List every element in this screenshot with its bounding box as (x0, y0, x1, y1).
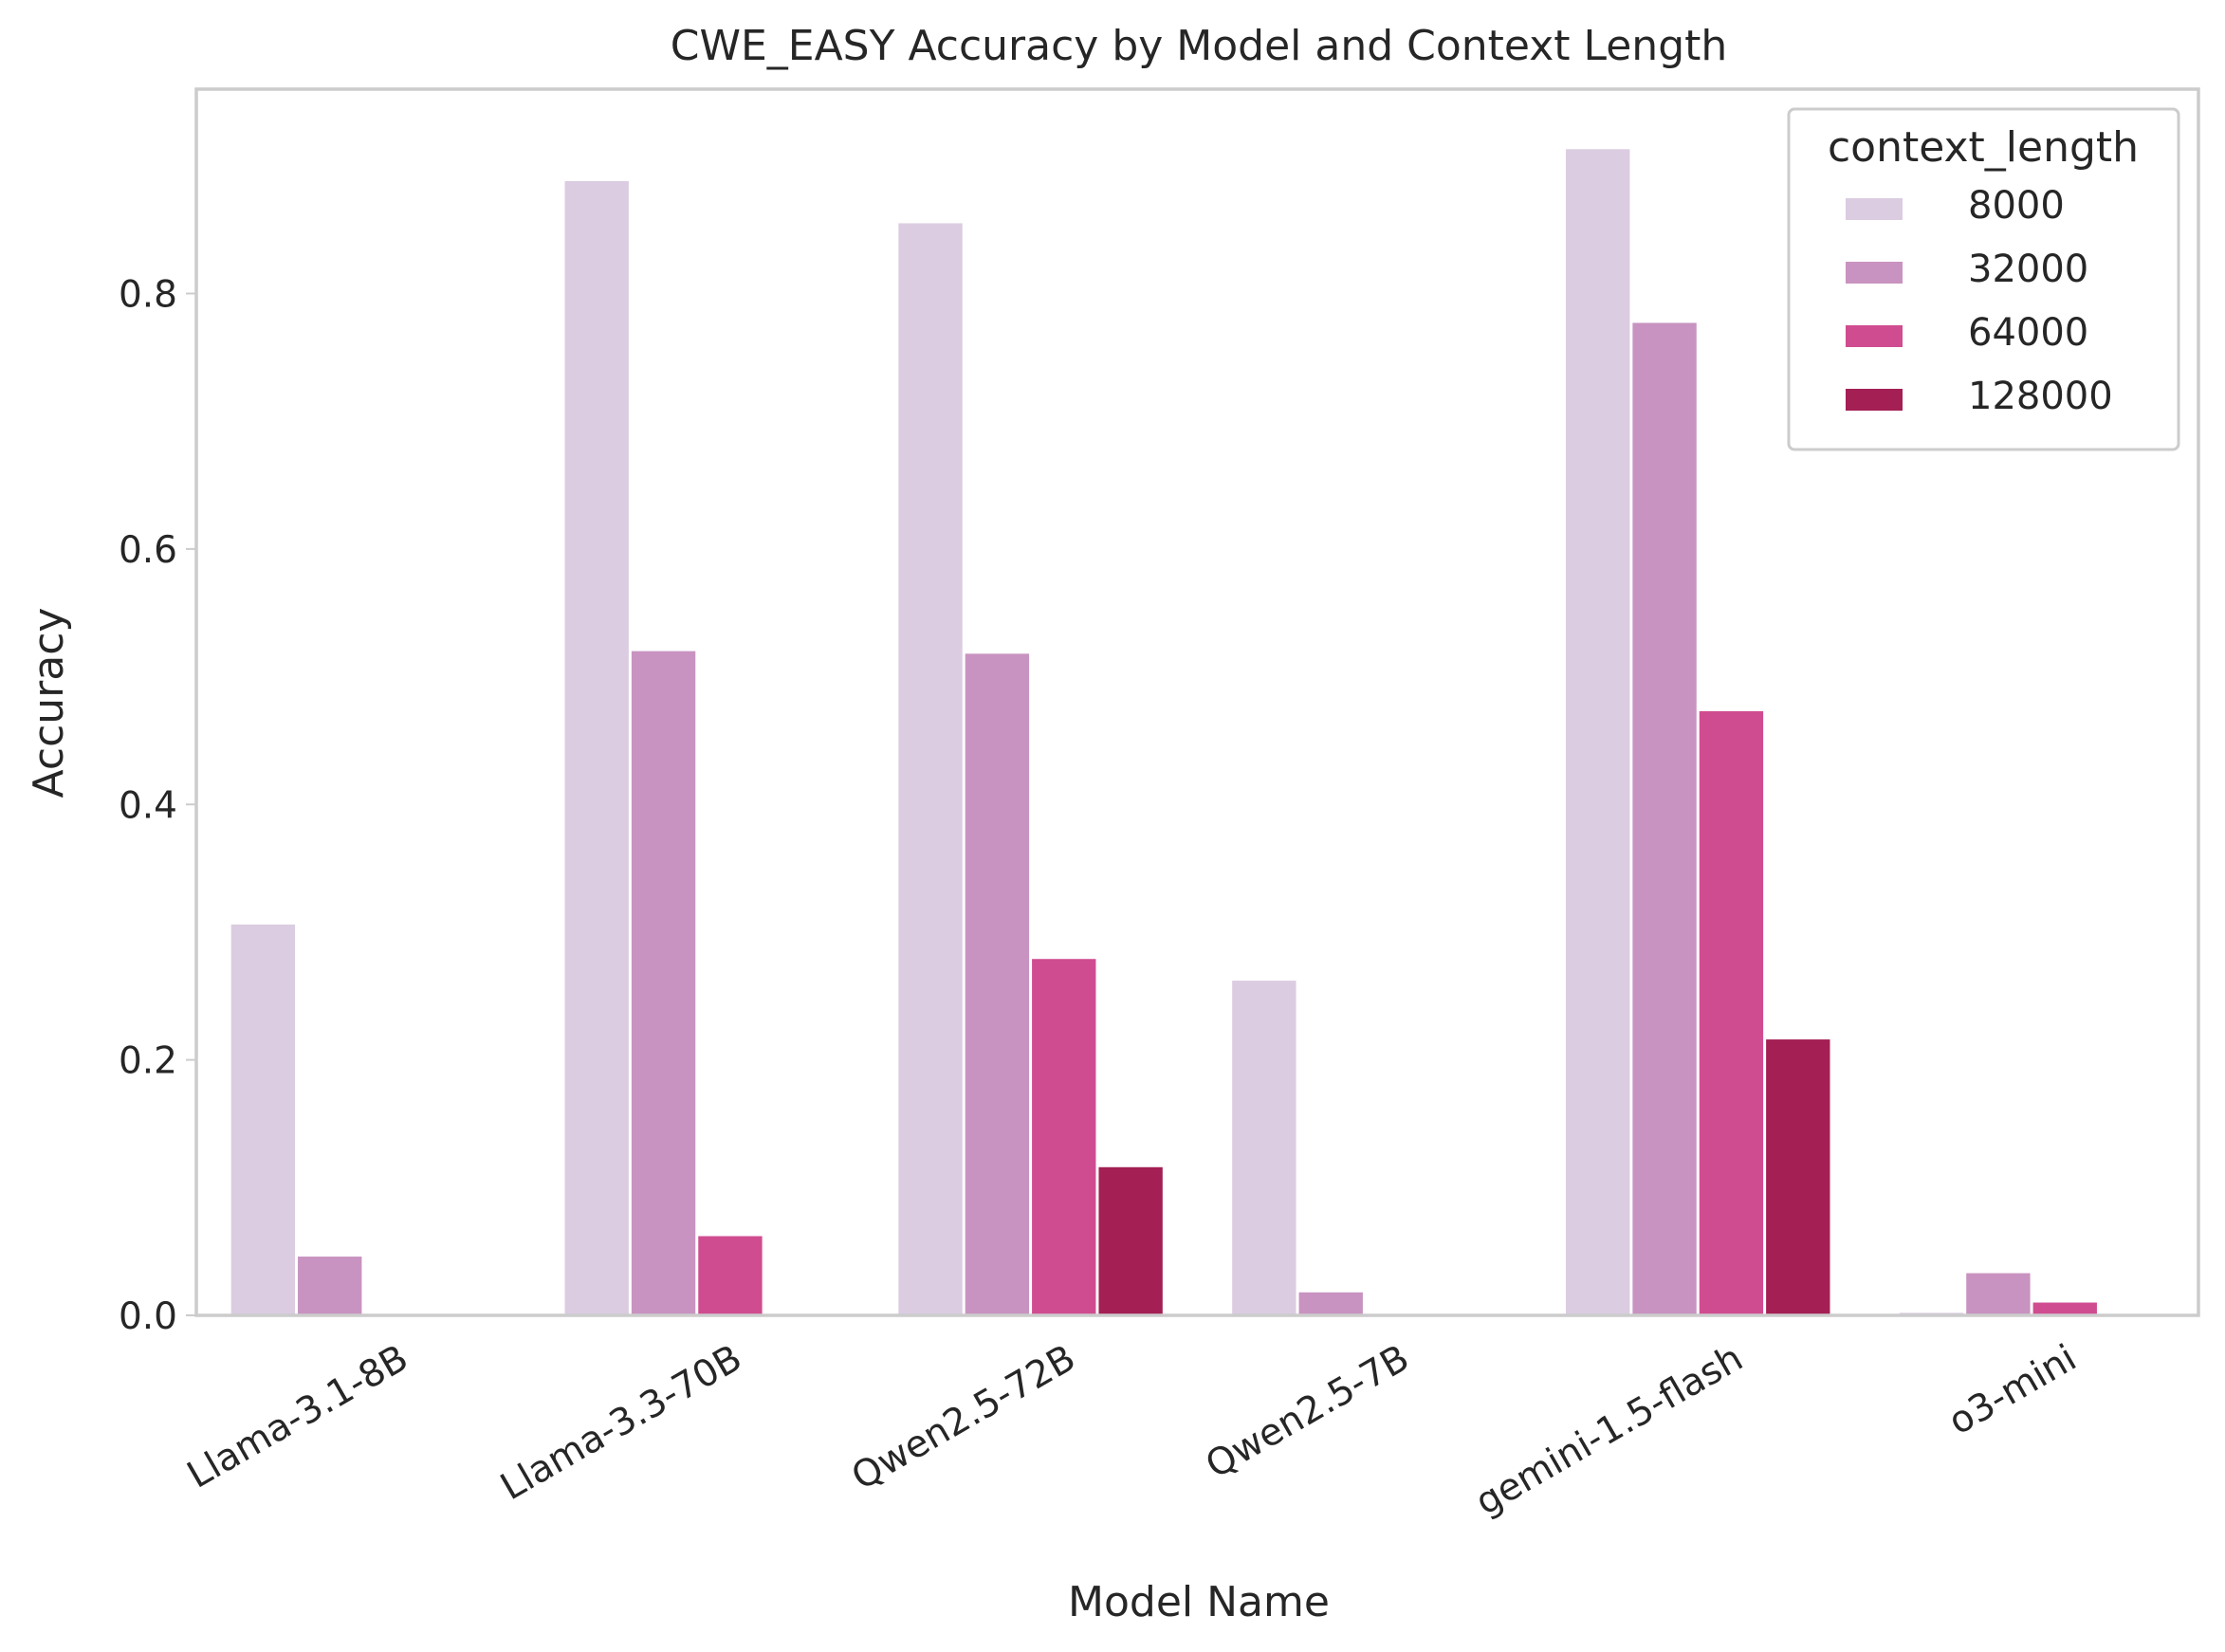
legend-label: 64000 (1968, 311, 2088, 355)
bar (1766, 1039, 1830, 1315)
legend: context_length 8000 32000 64000 128000 (1787, 107, 2180, 451)
legend-frame (1787, 107, 2180, 451)
bar (1632, 322, 1697, 1315)
y-tick-label: 0.4 (119, 784, 177, 827)
legend-swatch (1846, 325, 1903, 347)
bar (1966, 1273, 2031, 1315)
x-axis-label: Model Name (1068, 1578, 1330, 1626)
y-tick-label: 0.6 (119, 529, 177, 572)
bar (965, 653, 1030, 1315)
bar (1298, 1292, 1363, 1315)
plot-frame (194, 87, 2200, 1317)
legend-label: 128000 (1968, 375, 2113, 418)
bar (564, 180, 629, 1316)
legend-label: 8000 (1968, 184, 2065, 228)
legend-swatch (1846, 262, 1903, 284)
legend-label: 32000 (1968, 248, 2088, 291)
bar (698, 1236, 763, 1315)
legend-swatch (1846, 389, 1903, 411)
bar (1232, 981, 1296, 1315)
legend-swatch (1846, 198, 1903, 220)
bar (1699, 710, 1764, 1315)
bar (1098, 1166, 1163, 1315)
bar (898, 223, 963, 1315)
bar (2032, 1302, 2097, 1315)
y-tick-label: 0.0 (119, 1295, 177, 1338)
chart-title: CWE_EASY Accuracy by Model and Context L… (671, 22, 1728, 70)
y-tick-label: 0.8 (119, 274, 177, 317)
y-tick-label: 0.2 (119, 1040, 177, 1083)
bar (1566, 149, 1630, 1316)
bar (631, 651, 696, 1315)
bar (230, 924, 296, 1315)
legend-title: context_length (1828, 123, 2139, 172)
bar (298, 1257, 362, 1315)
y-axis-label: Accuracy (25, 608, 73, 798)
bar (1032, 959, 1096, 1315)
